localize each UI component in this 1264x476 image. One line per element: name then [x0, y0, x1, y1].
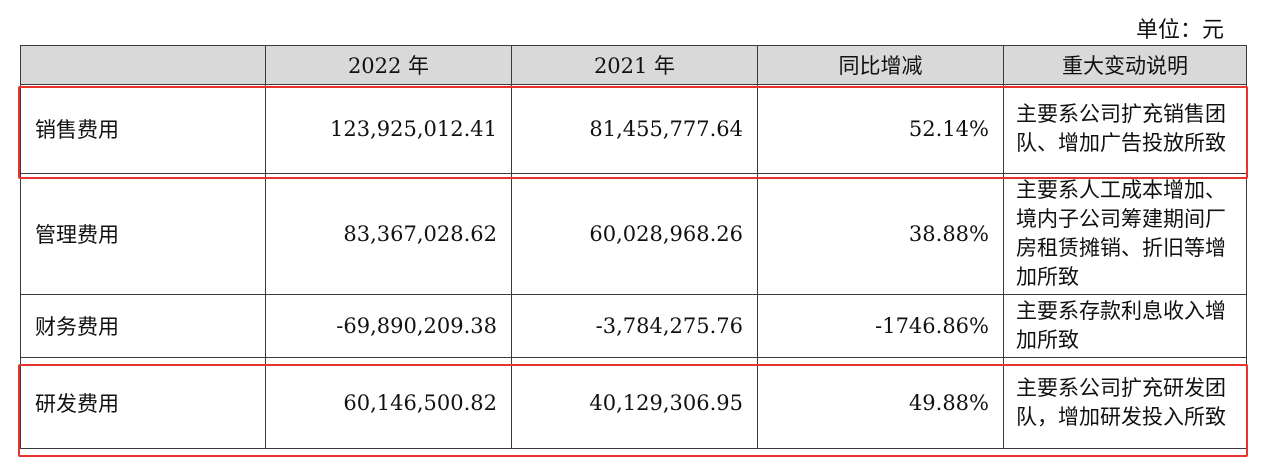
value-2022: 123,925,012.41: [265, 84, 512, 174]
row-label: 管理费用: [20, 173, 266, 295]
row-label: 财务费用: [20, 294, 266, 358]
header-blank: [20, 45, 266, 85]
header-row: 2022 年 2021 年 同比增减 重大变动说明: [20, 45, 1247, 85]
value-2021: 81,455,777.64: [511, 84, 758, 174]
value-2022: 60,146,500.82: [265, 357, 512, 449]
header-note: 重大变动说明: [1003, 45, 1247, 85]
table-row: 销售费用 123,925,012.41 81,455,777.64 52.14%…: [20, 84, 1247, 174]
value-2021: 40,129,306.95: [511, 357, 758, 449]
value-2021: 60,028,968.26: [511, 173, 758, 295]
change-note: 主要系公司扩充研发团队，增加研发投入所致: [1003, 357, 1247, 449]
change-note: 主要系存款利息收入增加所致: [1003, 294, 1247, 358]
header-change: 同比增减: [757, 45, 1004, 85]
unit-label: 单位：元: [1135, 18, 1224, 43]
table-row: 研发费用 60,146,500.82 40,129,306.95 49.88% …: [20, 357, 1247, 449]
expense-table: 2022 年 2021 年 同比增减 重大变动说明 销售费用 123,925,0…: [20, 45, 1247, 449]
value-change: 52.14%: [757, 84, 1004, 174]
change-note: 主要系公司扩充销售团队、增加广告投放所致: [1003, 84, 1247, 174]
header-2021: 2021 年: [511, 45, 758, 85]
value-change: 49.88%: [757, 357, 1004, 449]
value-change: 38.88%: [757, 173, 1004, 295]
table-row: 财务费用 -69,890,209.38 -3,784,275.76 -1746.…: [20, 294, 1247, 358]
row-label: 销售费用: [20, 84, 266, 174]
value-2022: -69,890,209.38: [265, 294, 512, 358]
value-change: -1746.86%: [757, 294, 1004, 358]
row-label: 研发费用: [20, 357, 266, 449]
change-note: 主要系人工成本增加、境内子公司筹建期间厂房租赁摊销、折旧等增加所致: [1003, 173, 1247, 295]
header-2022: 2022 年: [265, 45, 512, 85]
value-2022: 83,367,028.62: [265, 173, 512, 295]
value-2021: -3,784,275.76: [511, 294, 758, 358]
table-row: 管理费用 83,367,028.62 60,028,968.26 38.88% …: [20, 173, 1247, 295]
